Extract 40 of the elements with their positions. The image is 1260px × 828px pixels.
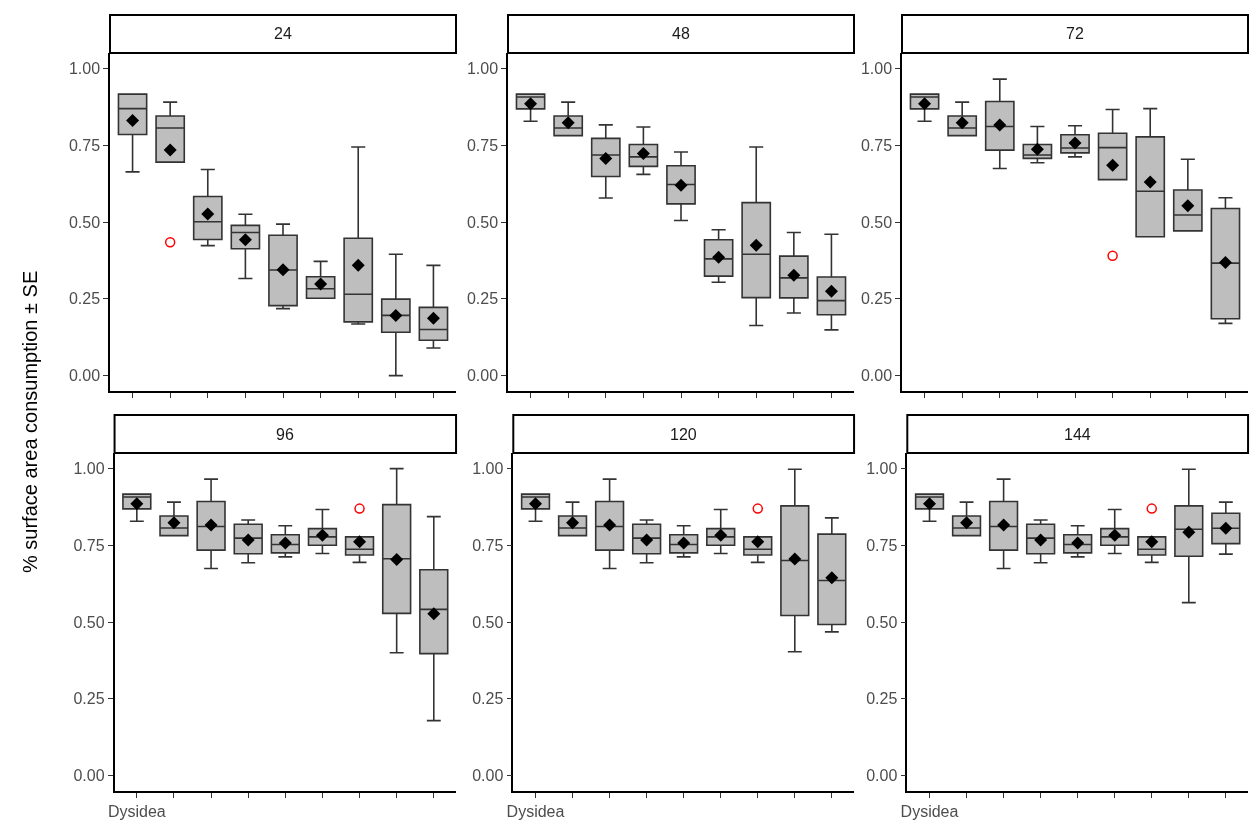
y-tick-label: 0.50	[73, 613, 105, 631]
y-axis-title: % surface area consumption ± SE	[19, 270, 41, 573]
y-tick-label: 1.00	[466, 59, 499, 77]
y-tick-label: 0.25	[472, 690, 504, 708]
y-tick-label: 0.00	[466, 367, 499, 385]
chart-title: 120	[670, 426, 697, 443]
chart-title: 144	[1064, 426, 1091, 443]
y-tick-label: 0.75	[860, 136, 893, 154]
y-tick-label: 1.00	[68, 59, 101, 77]
y-tick-label: 0.25	[68, 290, 101, 308]
y-tick-label: 0.75	[866, 536, 898, 554]
y-tick-label: 0.75	[472, 536, 504, 554]
x-tick-label: Dysidea	[107, 802, 166, 820]
y-tick-label: 0.50	[466, 213, 499, 231]
y-tick-label: 0.25	[466, 290, 499, 308]
y-tick-label: 0.75	[73, 536, 105, 554]
y-tick-label: 0.00	[73, 767, 105, 785]
y-tick-label: 0.75	[466, 136, 499, 154]
y-tick-label: 1.00	[73, 459, 105, 477]
y-tick-label: 0.50	[860, 213, 893, 231]
y-tick-label: 1.00	[472, 459, 504, 477]
x-tick-label: Dysidea	[900, 802, 959, 820]
y-tick-label: 0.25	[73, 690, 105, 708]
y-tick-label: 0.50	[472, 613, 504, 631]
y-tick-label: 0.00	[866, 767, 898, 785]
y-tick-label: 0.50	[866, 613, 898, 631]
y-tick-label: 0.00	[860, 367, 893, 385]
chart-title: 96	[276, 426, 294, 443]
y-tick-label: 1.00	[866, 459, 898, 477]
chart-title: 48	[672, 25, 690, 42]
y-tick-label: 1.00	[860, 59, 893, 77]
y-tick-label: 0.00	[68, 367, 101, 385]
chart-title: 24	[274, 25, 292, 42]
y-tick-label: 0.75	[68, 136, 101, 154]
y-tick-label: 0.00	[472, 767, 504, 785]
chart-title: 72	[1066, 25, 1084, 42]
y-tick-label: 0.50	[68, 213, 101, 231]
y-tick-label: 0.25	[866, 690, 898, 708]
y-tick-label: 0.25	[860, 290, 893, 308]
x-tick-label: Dysidea	[506, 802, 565, 820]
